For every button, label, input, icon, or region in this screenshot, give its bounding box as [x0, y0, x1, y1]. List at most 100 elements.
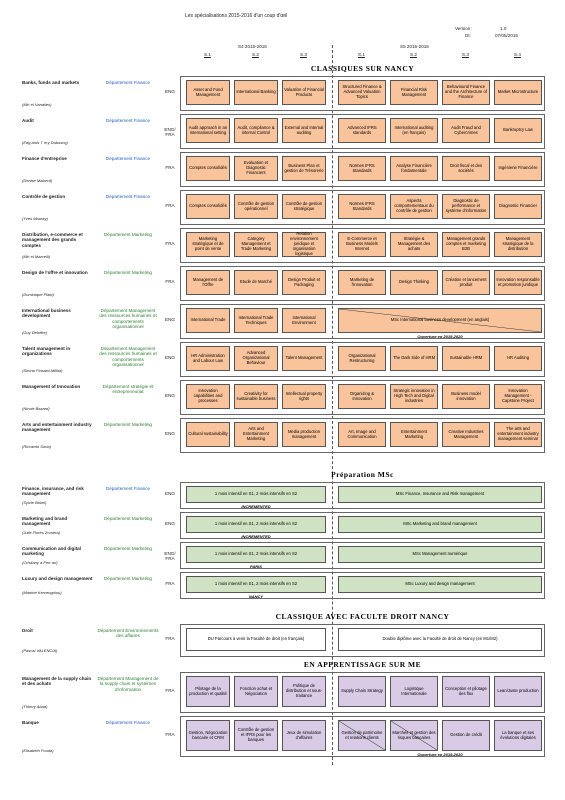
course: Management de l'Offre — [186, 270, 230, 295]
course: Organizing & Innovation — [338, 384, 386, 409]
department: Département Finance — [105, 118, 151, 123]
course: Gestion de crédit — [442, 720, 490, 751]
course: The Dark Side of HRM — [390, 346, 438, 371]
course: Organizational Restructuring — [338, 346, 386, 371]
semester: S.3 — [462, 52, 469, 57]
course: Innovation responsable et promotion juri… — [494, 270, 542, 295]
department: Département Management des ressources hu… — [99, 308, 157, 329]
language: FRA — [165, 581, 175, 586]
section-title: Préparation MSc — [331, 470, 394, 479]
note: NANCY — [248, 594, 264, 599]
course: Creative Industries Management — [442, 422, 490, 447]
section-title: EN APPRENTISSAGE SUR ME — [303, 660, 422, 669]
course: Stratégie & Management des achats — [390, 232, 438, 257]
row-frame — [180, 228, 545, 263]
version-label: Version: — [455, 26, 472, 31]
language: FRA — [165, 732, 175, 737]
course: Diagnostic Financier — [494, 194, 542, 219]
course: Logistique Internationale — [390, 676, 438, 707]
row-frame — [180, 342, 545, 377]
course: Advanced Organizational Behaviour — [234, 346, 278, 371]
language: ENG — [165, 491, 175, 496]
spec-name: Talent management in organizations — [22, 346, 71, 357]
row-frame — [180, 76, 545, 111]
course: Management stratégique de la distributio… — [494, 232, 542, 257]
semester: S.4 — [514, 52, 521, 57]
row-frame — [180, 418, 545, 453]
course-span: MSc International business development (… — [338, 308, 542, 333]
spec-name: Finance, insurance, and risk management — [22, 486, 84, 497]
department: Département Marketing — [103, 270, 152, 275]
course: Cultural sustainability — [186, 422, 230, 447]
course: Lean/Juste production — [494, 676, 542, 707]
note: Ouverture en 2019-2020 — [417, 752, 463, 757]
course: Creativity for sustainable business — [234, 384, 278, 409]
semester: S.2 — [410, 52, 417, 57]
course: External and Internal auditing — [282, 118, 326, 143]
manager: (Julie Florès Zomera) — [22, 530, 61, 535]
row-frame — [180, 190, 545, 225]
spec-name: Droit — [22, 628, 33, 633]
course: The arts and entertainment industry mana… — [494, 422, 542, 447]
course: HR Auditing — [494, 346, 542, 371]
manager: (Edg ards T ery Duboscq) — [22, 140, 68, 145]
course: Comptes consolidés — [186, 194, 230, 219]
course: Relation environnement juridique et orga… — [282, 232, 326, 257]
spec-name: Management de la supply chain et des ach… — [22, 676, 92, 687]
department: Département Marketing — [103, 422, 152, 427]
semester: S.3 — [300, 52, 307, 57]
course: Art, Image and Communication — [338, 422, 386, 447]
department: Département Marketing — [103, 546, 152, 551]
course: Diagnostic de performance et système d'i… — [442, 194, 490, 219]
language: ENG/ FRA — [164, 551, 176, 562]
course: Contrôle de gestion et IFRS pour les ban… — [234, 720, 278, 751]
department: Département Management des ressources hu… — [99, 346, 157, 367]
spec-name: Audit — [22, 118, 34, 123]
course: E-Commerce et Business Models Internet — [338, 232, 386, 257]
course: Audit approach in an international setti… — [186, 118, 230, 143]
date: 07/05/2015 — [495, 33, 518, 38]
course: Bankruptcy Law — [494, 118, 542, 143]
course: International Environment — [282, 308, 326, 333]
row-frame — [180, 304, 545, 339]
language: ENG — [165, 521, 175, 526]
department: Département stratégie et entrepreneuriat — [102, 384, 154, 395]
course: Pilotage de la production et qualité — [186, 676, 230, 707]
department: Département Marketing — [103, 232, 152, 237]
language: ENG — [165, 431, 175, 436]
course: Market Microstructure — [494, 80, 542, 105]
course: Advanced IFRS standards — [338, 118, 386, 143]
spec-name: Design de l'offre et innovation — [22, 270, 88, 275]
course: Jeux de simulation d'affaires — [282, 720, 326, 751]
department: Département Finance — [105, 720, 151, 725]
language: FRA — [165, 688, 175, 693]
course: Strategic innovation in High Tech and Di… — [390, 384, 438, 409]
date-label: Dt: — [465, 33, 471, 38]
spec-name: Distribution, e-commerce et management d… — [22, 232, 83, 248]
manager: (Nicole Bazard) — [22, 406, 50, 411]
course: Talent Management — [282, 346, 326, 371]
course: Aspects comportementaux du contrôle de g… — [390, 194, 438, 219]
period-1: S4 2015-2016 — [238, 44, 267, 49]
spec-name: International business development — [22, 308, 71, 319]
row-frame — [180, 152, 545, 187]
course: Supply Chain Strategy — [338, 676, 386, 707]
course: Etude de Marché — [234, 270, 278, 295]
course: Normes IFRS Standards — [338, 194, 386, 219]
course: Sustainable HRM — [442, 346, 490, 371]
row-frame — [180, 512, 545, 539]
row-frame — [180, 380, 545, 415]
spec-name: Finance d'entreprise — [22, 156, 67, 161]
manager: (Yves Mauray) — [22, 216, 48, 221]
manager: (Sirona Pinsard-Milliot) — [22, 368, 63, 373]
row-frame — [180, 572, 545, 599]
course: Evaluation et Diagnostic Financiers — [234, 156, 278, 181]
language: ENG — [165, 89, 175, 94]
semester: S.1 — [358, 52, 365, 57]
course-span: MSc Finance, Insurance and Risk manageme… — [338, 486, 542, 503]
section-title: CLASSIQUE AVEC FACULTE DROIT NANCY — [275, 612, 450, 621]
manager: (Riccardo Soria) — [22, 444, 51, 449]
course: La banque et ses évolutions digitales — [494, 720, 542, 751]
course: Valuation of Financial Products — [282, 80, 326, 105]
